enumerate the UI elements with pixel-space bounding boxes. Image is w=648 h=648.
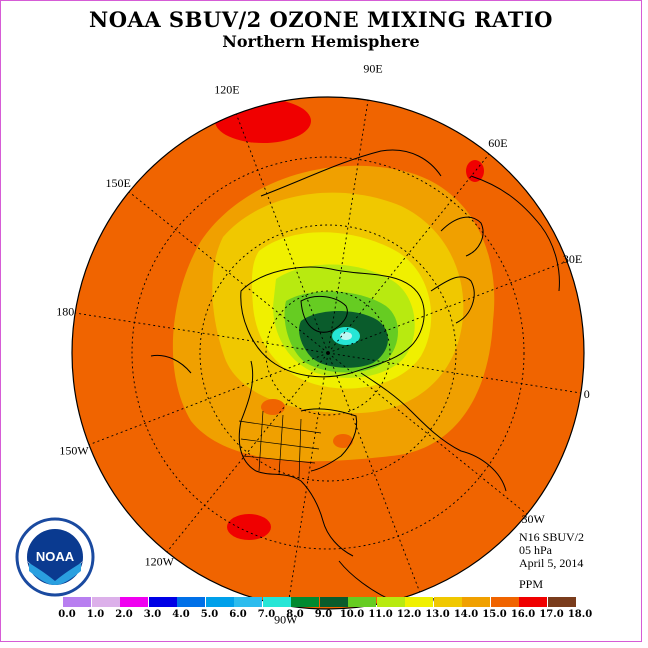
map-subtitle: Northern Hemisphere [222,32,420,51]
legend-tick-label: 5.0 [200,609,219,620]
polar-map: 90E60E30E030W60W90W120W150W180150E120E [56,62,590,627]
legend-swatch [490,597,519,607]
ozone-patch-na [261,399,285,415]
logo-text: NOAA [36,549,75,564]
legend-tick-label: 4.0 [172,609,190,620]
legend-tick-label: 17.0 [539,609,564,620]
legend-swatch [148,597,177,607]
longitude-label: 90E [363,62,382,76]
legend-tick-label: 6.0 [229,609,247,620]
legend-tick-label: 3.0 [143,609,162,620]
legend-tick-label: 1.0 [86,609,105,620]
legend-tick-label: 15.0 [482,609,507,620]
longitude-label: 30W [522,512,546,526]
ozone-high-60e [466,160,484,182]
graticule [75,100,581,606]
ozone-min-center [340,332,352,340]
legend-tick-label: 10.0 [339,609,365,620]
longitude-label: 90W [274,613,298,627]
map-title: NOAA SBUV/2 OZONE MIXING RATIO [89,7,553,32]
longitude-label: 120W [145,554,175,568]
map-boundary [71,96,585,610]
legend-swatch [120,597,148,607]
noaa-logo: NOAA [15,517,95,597]
longitude-label: 60E [488,136,507,150]
legend-swatch [234,597,262,607]
longitude-label: 150E [105,176,130,190]
legend-swatch [547,597,576,607]
legend-tick-label: 7.0 [257,609,276,620]
longitude-label: 0 [584,387,590,401]
legend-tick-label: 13.0 [425,609,450,620]
legend-tick-label: 12.0 [396,609,422,620]
legend-swatch [91,597,120,607]
longitude-label: 120E [214,83,239,97]
longitude-label: 150W [59,443,89,457]
legend-swatch [319,597,348,607]
legend-tick-label: 16.0 [510,609,536,620]
legend-swatch [205,597,234,607]
longitude-label: 30E [563,252,582,266]
legend-swatch [348,597,376,607]
legend-swatch [405,597,433,607]
legend-swatch [519,597,547,607]
us-state-borders [238,410,322,480]
legend-swatch [262,597,291,607]
legend-swatch [63,597,91,607]
satellite-label: N16 SBUV/2 [519,530,585,544]
pressure-level: 05 hPa [519,543,552,557]
legend-tick-label: 8.0 [286,609,304,620]
legend-swatch [376,597,405,607]
longitude-label: 180 [56,304,74,318]
ozone-high-pacific [227,514,271,540]
legend-swatch [177,597,205,607]
legend-tick-label: 9.0 [314,609,333,620]
legend-swatch [462,597,490,607]
legend-tick-label: 2.0 [115,609,133,620]
date-label: April 5, 2014 [519,556,584,570]
legend-tick-label: 11.0 [368,609,393,620]
ozone-patch-atlantic [333,434,353,448]
legend-swatch [433,597,462,607]
legend-tick-label: 18.0 [567,609,593,620]
units-label: PPM [519,577,544,591]
legend-swatch [291,597,319,607]
legend-tick-label: 14.0 [453,609,479,620]
legend-tick-label: 0.0 [58,609,76,620]
